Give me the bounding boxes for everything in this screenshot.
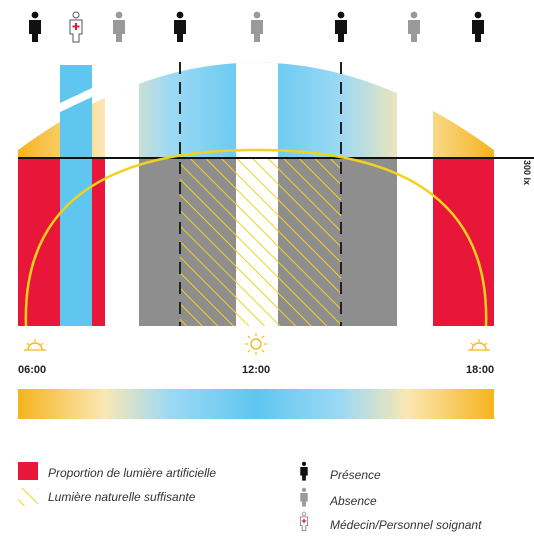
presence-icon	[174, 11, 186, 42]
legend-presence-label: Présence	[330, 468, 381, 482]
legend-doctor-label: Médecin/Personnel soignant	[330, 518, 482, 532]
absence-icon	[408, 11, 420, 42]
legend-icons	[299, 461, 309, 531]
absence-icon	[300, 487, 308, 507]
absence-icon	[113, 11, 125, 42]
natural-light-curve	[24, 148, 488, 327]
natural-light-segment	[278, 158, 341, 326]
absence-segment	[105, 158, 139, 326]
absence-segment	[397, 158, 433, 326]
artificial-light-segment	[92, 158, 105, 326]
doctor-segment	[60, 158, 92, 326]
time-label-noon: 12:00	[242, 364, 270, 376]
natural-light-segment	[236, 158, 278, 326]
legend-natural-swatch	[18, 488, 38, 506]
doctor-column	[60, 65, 92, 158]
time-label-end: 18:00	[466, 364, 494, 376]
artificial-light-segment	[18, 158, 60, 326]
time-label-start: 06:00	[18, 364, 46, 376]
doctor-icon	[69, 11, 83, 43]
presence-icon	[29, 11, 41, 42]
legend-artificial-swatch	[18, 462, 38, 480]
sun-icon-evening	[468, 339, 490, 351]
occupancy-icons	[29, 11, 484, 43]
legend-artificial-label: Proportion de lumière artificielle	[48, 466, 217, 480]
daylight-gradient-bar	[18, 389, 494, 419]
sun-icon-morning	[24, 339, 46, 351]
presence-segment	[341, 158, 397, 326]
lower-band	[18, 158, 494, 326]
threshold-label: 300 lx	[522, 160, 532, 185]
absence-icon	[251, 11, 263, 42]
artificial-light-segment	[433, 158, 494, 326]
natural-light-segment	[180, 158, 236, 326]
legend-natural-label: Lumière naturelle suffisante	[48, 490, 196, 504]
sun-icon-noon	[245, 333, 267, 355]
presence-icon	[472, 11, 484, 42]
doctor-icon	[299, 511, 309, 531]
presence-icon	[335, 11, 347, 42]
occupancy-dividers	[179, 62, 342, 326]
presence-segment	[139, 158, 180, 326]
legend-absence-label: Absence	[330, 494, 377, 508]
presence-icon	[300, 461, 308, 481]
